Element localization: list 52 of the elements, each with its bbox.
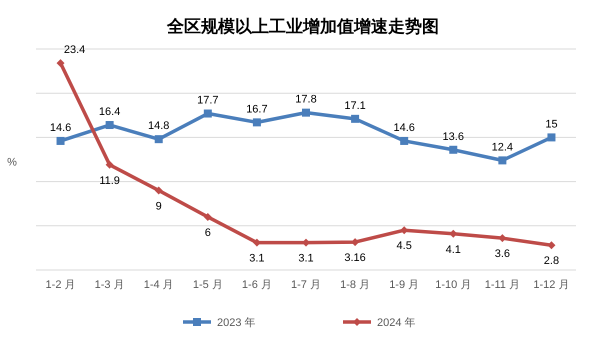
data-label: 4.5 [396, 240, 412, 252]
data-label: 23.4 [64, 44, 86, 56]
point [449, 146, 458, 154]
x-tick-label: 1-3 月 [94, 279, 125, 291]
data-label: 14.6 [393, 122, 415, 134]
data-label: 3.1 [298, 252, 314, 265]
point [106, 160, 114, 169]
data-label: 6 [204, 226, 211, 239]
x-tick-label: 1-4 月 [144, 279, 174, 291]
x-tick-label: 1-7 月 [291, 279, 321, 291]
data-label: 4.1 [446, 244, 461, 256]
point [252, 118, 261, 126]
data-label: 3.1 [249, 252, 265, 265]
data-label: 11.9 [99, 174, 120, 187]
data-label: 3.16 [344, 252, 366, 264]
point [56, 136, 65, 145]
point [154, 186, 163, 194]
data-label: 2.8 [544, 255, 560, 268]
data-label: 12.4 [492, 141, 514, 154]
data-label: 9 [156, 200, 162, 212]
x-tick-label: 1-12 月 [533, 279, 570, 291]
x-tick-label: 1-6 月 [242, 279, 272, 291]
data-label: 17.7 [197, 94, 219, 107]
legend-label: 2023 年 [217, 317, 256, 329]
point [106, 121, 114, 130]
point [351, 114, 360, 123]
point [302, 108, 310, 117]
point [154, 135, 163, 144]
data-label: 16.4 [98, 106, 120, 118]
data-label: 16.7 [246, 103, 268, 116]
data-label: 14.6 [50, 122, 72, 134]
legend-label: 2024 年 [377, 317, 416, 329]
point [498, 156, 506, 164]
x-tick-label: 1-9 月 [389, 279, 420, 291]
x-tick-label: 1-11 月 [484, 279, 520, 291]
y-axis-title: % [7, 156, 18, 168]
x-tick-label: 1-5 月 [192, 279, 223, 291]
x-tick-label: 1-10 月 [435, 279, 472, 291]
data-label: 13.6 [442, 130, 464, 143]
data-label: 14.8 [148, 120, 170, 132]
chart-title: 全区规模以上工业增加值增速走势图 [166, 17, 439, 36]
point [56, 59, 65, 68]
data-label: 17.1 [344, 100, 366, 112]
x-tick-label: 1-8 月 [340, 279, 370, 291]
point [204, 110, 212, 118]
data-label: 15 [545, 118, 558, 130]
point [400, 136, 408, 145]
point [547, 133, 556, 142]
x-tick-label: 1-2 月 [46, 279, 76, 291]
point [204, 212, 212, 221]
data-label: 3.6 [494, 248, 510, 260]
data-label: 17.8 [295, 94, 317, 106]
